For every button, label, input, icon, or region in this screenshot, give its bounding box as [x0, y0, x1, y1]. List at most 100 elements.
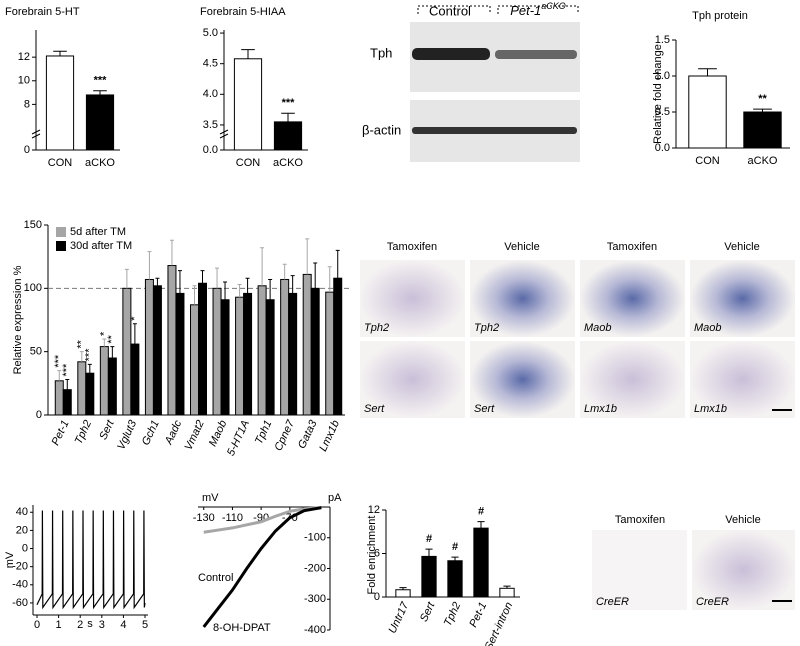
- error-bar: [102, 338, 107, 347]
- y-tick-label: 5.0: [203, 27, 218, 39]
- y-tick-label: 1.0: [655, 70, 670, 82]
- micrograph: [470, 260, 575, 337]
- band: [412, 127, 577, 134]
- y-tick-label: 50: [30, 346, 42, 358]
- bar: [688, 75, 727, 149]
- bar: [152, 285, 162, 416]
- bar: [473, 527, 489, 598]
- x-tick-label: 5: [142, 619, 148, 631]
- chart-title: Forebrain 5-HT: [5, 6, 80, 18]
- line: [36, 510, 146, 610]
- error-bar: [57, 370, 62, 381]
- annotation: **: [758, 93, 767, 105]
- column-header: Tamoxifen: [387, 241, 437, 253]
- series-label: 8-OH-DPAT: [213, 622, 271, 634]
- legend-swatch: [56, 241, 66, 251]
- x-tick-label: 0: [34, 619, 40, 631]
- x-tick-label: Tph1: [253, 418, 274, 446]
- x-axis-label: s: [87, 618, 93, 630]
- error-bar: [65, 379, 70, 390]
- series-label: Control: [198, 572, 233, 584]
- x-tick-label: 3: [99, 619, 105, 631]
- y-tick-label: 100: [24, 282, 42, 294]
- error-bar: [503, 585, 511, 589]
- annotation: **: [76, 339, 88, 348]
- chart-title: Tph protein: [692, 10, 748, 22]
- annotation: #: [426, 533, 432, 545]
- error-bar: [223, 281, 228, 300]
- bar: [302, 273, 312, 416]
- micrograph-label: Maob: [694, 322, 722, 334]
- micrograph-label: CreER: [696, 596, 729, 608]
- bar: [107, 357, 117, 416]
- bar: [421, 555, 437, 598]
- x-tick-label: 5-HT1A: [225, 418, 252, 457]
- y-tick-label: -100: [304, 532, 326, 544]
- blot: Control Pet-1aCKO Tph β-actin: [362, 1, 580, 162]
- bar: [310, 287, 320, 416]
- error-bar: [110, 346, 115, 358]
- band: [495, 50, 577, 59]
- error-bar: [124, 268, 129, 289]
- error-bar: [281, 112, 295, 122]
- error-bar: [282, 263, 287, 280]
- line: [203, 506, 322, 534]
- bar: [447, 560, 463, 598]
- bar: [175, 292, 185, 416]
- bar: [54, 380, 64, 416]
- bar: [233, 58, 263, 151]
- bar: [499, 587, 515, 598]
- axis-break: [219, 129, 229, 139]
- y-tick-label: 0.0: [655, 142, 670, 154]
- error-bar: [155, 277, 160, 286]
- group-label: Control: [429, 3, 471, 18]
- micrograph: [692, 530, 795, 610]
- error-bar: [93, 90, 107, 95]
- error-bar: [215, 267, 220, 289]
- micrograph: [360, 260, 465, 337]
- micrograph: [470, 341, 575, 418]
- bar: [333, 277, 343, 416]
- bar: [257, 285, 267, 416]
- micrograph-label: Sert: [474, 403, 495, 415]
- column-header: Tamoxifen: [615, 514, 665, 526]
- x-tick-label: CON: [48, 157, 73, 169]
- x-tick-label: 1: [56, 619, 62, 631]
- y-tick-label: 0: [22, 542, 28, 554]
- x-tick-label: 2: [77, 619, 83, 631]
- error-bar: [335, 249, 340, 279]
- bar: [235, 296, 245, 416]
- annotation: ***: [282, 97, 296, 109]
- annotation: *: [129, 316, 141, 321]
- x-tick-label: Vmat2: [183, 418, 207, 452]
- error-bar: [477, 521, 485, 529]
- bar: [743, 111, 782, 149]
- x-tick-label: Aadc: [162, 418, 184, 447]
- micrograph: [580, 260, 685, 337]
- y-tick-label: 0: [374, 591, 380, 603]
- micrograph: [580, 341, 685, 418]
- micrograph-label: Lmx1b: [694, 403, 727, 415]
- error-bar: [268, 278, 273, 300]
- x-tick-label: Pet-1: [467, 600, 489, 629]
- y-tick-label: 8: [24, 98, 30, 110]
- error-bar: [192, 285, 197, 305]
- x-tick-label: aCKO: [273, 157, 303, 169]
- row-label: β-actin: [362, 122, 401, 137]
- group-label-sup: aCKO: [541, 1, 566, 11]
- error-bar: [290, 275, 295, 294]
- y-tick-label: -20: [12, 561, 28, 573]
- y-axis-label: Relative fold change: [652, 44, 664, 144]
- error-bar: [245, 277, 250, 294]
- x-tick-label: Lmx1b: [317, 418, 342, 453]
- error-bar: [698, 68, 717, 76]
- error-bar: [237, 284, 242, 298]
- y-tick-label: 40: [16, 506, 28, 518]
- annotation: **: [106, 334, 118, 343]
- error-bar: [169, 239, 174, 266]
- bar: [130, 343, 140, 416]
- bar: [85, 94, 115, 151]
- micrograph: [360, 341, 465, 418]
- micrograph-label: Tph2: [474, 322, 499, 334]
